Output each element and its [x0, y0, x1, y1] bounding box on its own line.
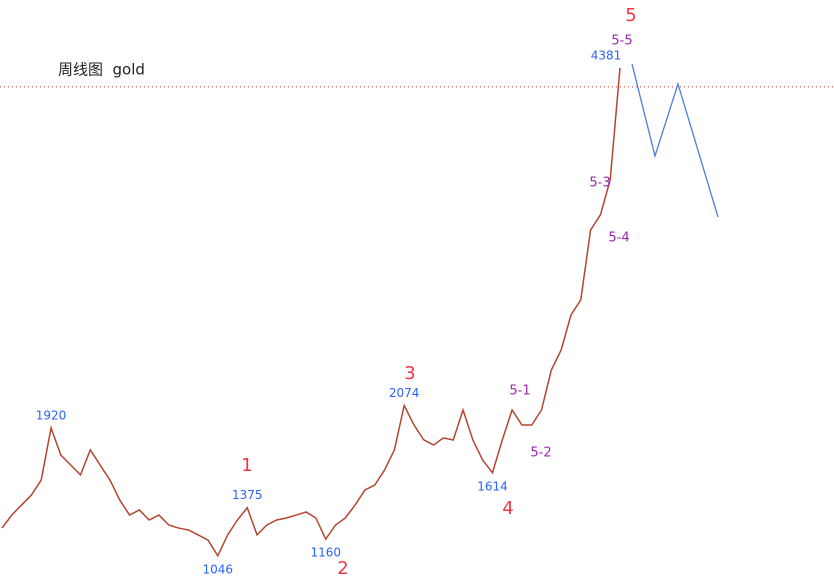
chart-title: 周线图 gold [58, 61, 145, 79]
sub-wave-label: 5-5 [611, 34, 632, 49]
price-label: 1375 [232, 488, 263, 502]
price-label: 1920 [36, 408, 67, 422]
sub-wave-label: 5-2 [530, 446, 551, 461]
sub-wave-label: 5-4 [608, 231, 629, 246]
wave-label: 1 [241, 455, 252, 476]
projection-line [631, 63, 719, 218]
sub-wave-label: 5-1 [509, 384, 530, 399]
price-label: 2074 [389, 386, 420, 400]
wave-label: 2 [337, 558, 348, 579]
wave-label: 5 [625, 5, 636, 26]
price-line [1, 67, 621, 558]
wave-label: 3 [404, 363, 415, 384]
wave-label: 4 [502, 498, 513, 519]
price-label: 1614 [477, 479, 508, 493]
price-label: 4381 [591, 48, 622, 62]
sub-wave-label: 5-3 [589, 176, 610, 191]
price-label: 1160 [310, 546, 341, 560]
price-label: 1046 [203, 562, 234, 576]
